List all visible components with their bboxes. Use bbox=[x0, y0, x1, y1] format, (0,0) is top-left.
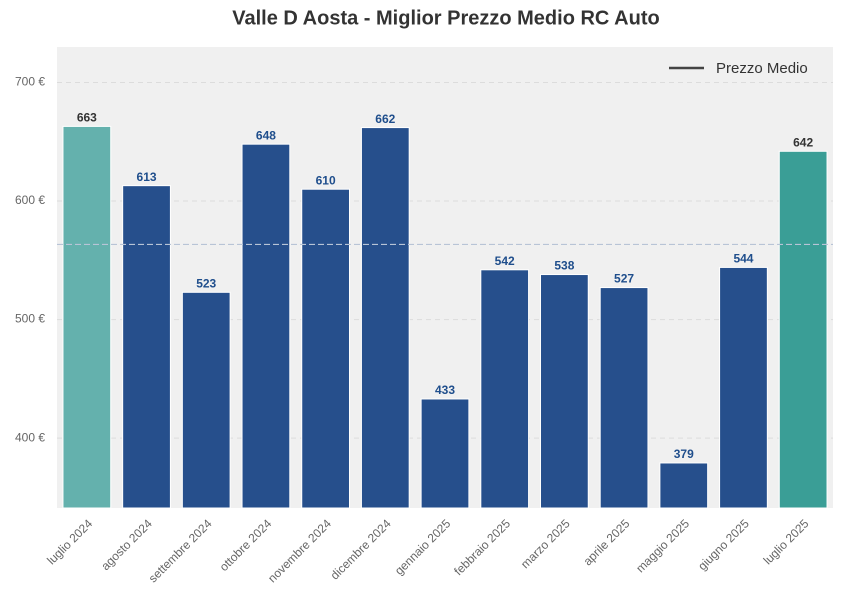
bar bbox=[181, 291, 231, 509]
value-label: 648 bbox=[256, 128, 276, 142]
x-tick-label: novembre 2024 bbox=[265, 516, 334, 585]
bar bbox=[659, 462, 709, 509]
x-tick-label: febbraio 2025 bbox=[451, 516, 513, 578]
bar bbox=[62, 125, 112, 509]
value-label: 538 bbox=[554, 259, 574, 273]
value-label: 542 bbox=[495, 254, 515, 268]
bar bbox=[778, 150, 828, 509]
y-tick-label: 500 € bbox=[15, 312, 45, 326]
x-tick-label: dicembre 2024 bbox=[328, 516, 394, 582]
bar bbox=[301, 188, 350, 509]
bar bbox=[719, 266, 768, 509]
value-label: 662 bbox=[375, 112, 395, 126]
bar bbox=[360, 127, 410, 509]
value-label: 527 bbox=[614, 272, 634, 286]
bar bbox=[540, 274, 589, 509]
chart-title: Valle D Aosta - Miglior Prezzo Medio RC … bbox=[232, 7, 659, 29]
value-label: 523 bbox=[196, 276, 216, 290]
x-tick-label: marzo 2025 bbox=[518, 516, 573, 571]
value-label: 544 bbox=[733, 252, 753, 266]
x-tick-label: luglio 2025 bbox=[761, 516, 812, 567]
y-tick-label: 700 € bbox=[15, 75, 45, 89]
bar bbox=[241, 143, 291, 509]
value-label: 642 bbox=[793, 135, 813, 149]
bar bbox=[122, 185, 171, 509]
y-tick-label: 600 € bbox=[15, 193, 45, 207]
x-tick-label: settembre 2024 bbox=[146, 516, 215, 585]
bar bbox=[599, 287, 649, 509]
x-tick-label: agosto 2024 bbox=[98, 516, 155, 573]
x-tick-label: giugno 2025 bbox=[695, 516, 752, 573]
x-tick-label: gennaio 2025 bbox=[392, 516, 454, 578]
value-label: 610 bbox=[316, 173, 336, 187]
value-label: 663 bbox=[77, 111, 97, 125]
x-tick-label: maggio 2025 bbox=[633, 516, 692, 575]
value-label: 613 bbox=[137, 170, 157, 184]
bar bbox=[420, 398, 470, 509]
value-label: 379 bbox=[674, 447, 694, 461]
x-tick-label: luglio 2024 bbox=[44, 516, 95, 567]
value-label: 433 bbox=[435, 383, 455, 397]
x-tick-label: ottobre 2024 bbox=[217, 516, 275, 574]
bar bbox=[480, 269, 530, 509]
y-tick-label: 400 € bbox=[15, 430, 45, 444]
legend-label: Prezzo Medio bbox=[716, 60, 808, 77]
x-tick-label: aprile 2025 bbox=[581, 516, 633, 568]
